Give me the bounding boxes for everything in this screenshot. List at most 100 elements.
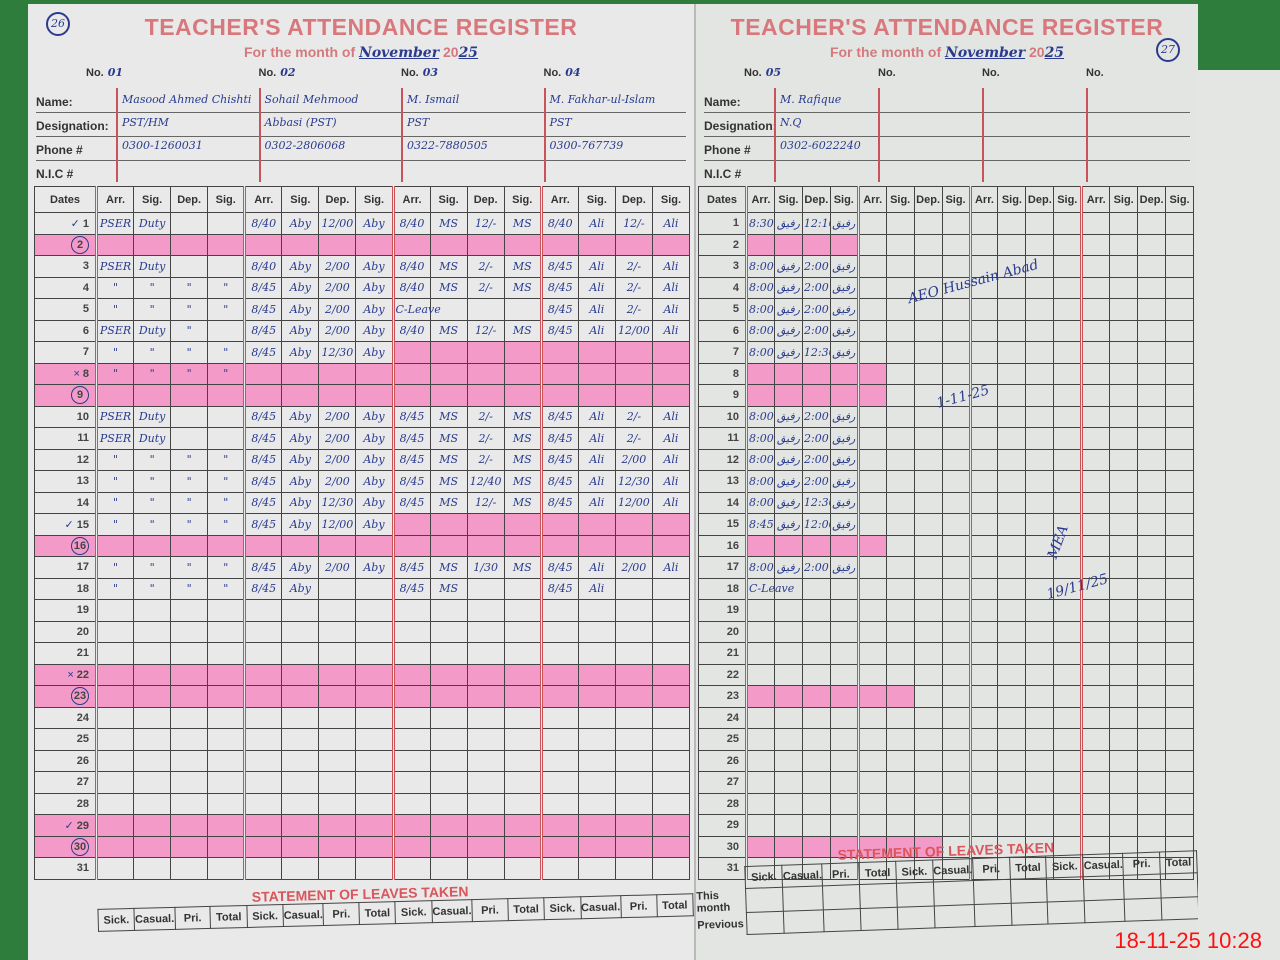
attendance-cell: MS [429,577,468,600]
attendance-cell [745,642,775,665]
attendance-cell [1165,728,1194,751]
statement-cell [783,909,825,934]
statement-cell [933,880,975,906]
attendance-cell: 2/00 [318,470,357,493]
attendance-cell [1025,362,1055,385]
statement-row-label: Previous [697,917,744,932]
table-row: 3 PSER Duty 8/40 Aby 2/00 Aby 8/40 MS 2/- MS 8/45 Al… [34,255,691,278]
attendance-cell: C-Leave [745,577,794,600]
attendance-cell: " [94,491,135,514]
attendance-cell [773,362,803,385]
statement-cell [746,911,785,935]
attendance-cell [1053,642,1083,665]
attendance-cell: " [94,470,135,493]
attendance-cell: MS [503,276,542,299]
attendance-cell [997,427,1027,450]
attendance-cell [968,749,999,772]
attendance-cell [941,792,971,815]
attendance-cell [1137,857,1167,880]
attendance-cell [913,319,943,342]
attendance-cell [801,685,831,708]
attendance-cell: 8/45 [539,405,579,428]
teacher-column-3 [982,88,1086,182]
attendance-cell [1109,212,1139,235]
date-number: 19 [76,604,89,617]
attendance-cell [1165,341,1194,364]
attendance-cell: 8/40 [391,255,431,278]
attendance-cell [829,814,859,837]
attendance-cell: Ali [651,405,691,428]
attendance-cell [243,233,283,256]
attendance-cell [1165,319,1194,342]
attendance-cell: 8:00 [745,448,775,471]
register-title: TEACHER'S ATTENDANCE REGISTER [144,14,578,40]
attendance-cell: رفیق [829,513,859,536]
attendance-cell [745,233,775,256]
attendance-cell [1109,319,1139,342]
attendance-cell [503,599,542,622]
attendance-cell [745,620,775,643]
teacher-column-1: Masood Ahmed Chishti PST/HM 0300-1260031 [116,88,259,182]
attendance-cell [885,620,915,643]
attendance-cell [856,276,887,299]
attendance-cell: " [170,470,209,493]
field-rule [704,136,1190,137]
attendance-cell [856,663,887,686]
attendance-cell: Ali [651,427,691,450]
attendance-cell [429,857,468,880]
attendance-cell: رفیق [773,255,803,278]
date-cell: 31 [34,857,97,880]
attendance-cell [243,835,283,858]
attendance-cell [773,620,803,643]
attendance-cell: " [170,276,209,299]
date-cell: 19 [698,599,747,622]
attendance-cell [913,792,943,815]
attendance-cell: " [94,362,135,385]
attendance-cell [243,706,283,729]
attendance-cell: Aby [355,255,394,278]
attendance-cell: 2/- [614,255,653,278]
attendance-cell: MS [429,427,468,450]
attendance-cell: رفیق [829,491,859,514]
date-number: 21 [726,647,739,660]
field-rule [704,160,1190,161]
date-number: 13 [76,475,89,488]
table-row: 4 " " " " 8/45 Aby 2/00 Aby 8/40 MS 2/- MS 8/45 Ali 2/-… [34,276,691,299]
attendance-cell [885,470,915,493]
attendance-cell [773,642,803,665]
statement-col-casual: Casual. [1082,853,1124,877]
attendance-cell [466,513,505,536]
attendance-cell [503,513,542,536]
date-number: 5 [732,303,739,316]
date-number: 22 [726,668,739,681]
attendance-cell [997,749,1027,772]
attendance-cell [651,706,691,729]
date-number: 20 [76,625,89,638]
attendance-cell [281,728,320,751]
attendance-cell: " [170,513,209,536]
attendance-cell [856,599,887,622]
attendance-cell [913,706,943,729]
attendance-cell [1165,534,1194,557]
attendance-cell [318,835,357,858]
date-number: 15 [726,518,739,531]
attendance-cell [466,298,505,321]
attendance-cell [207,792,246,815]
attendance-cell: 12/00 [614,319,653,342]
attendance-cell: 8/45 [243,513,283,536]
attendance-cell [133,835,172,858]
date-cell: 14 [698,491,747,514]
attendance-cell [207,405,246,428]
attendance-cell [801,620,831,643]
date-number: 26 [76,754,89,767]
no-label: No. [86,67,104,79]
teacher-numbers: No. 05 No. No. No. [704,66,1190,86]
month-value: November [359,45,440,61]
attendance-cell [941,212,971,235]
attendance-cell [885,792,915,815]
attendance-cell [1080,771,1111,794]
field-labels: Name: Designation: Phone # N.I.C # [36,90,109,186]
attendance-cell [773,814,803,837]
attendance-cell [94,599,135,622]
month-label: For the month of [829,44,942,60]
